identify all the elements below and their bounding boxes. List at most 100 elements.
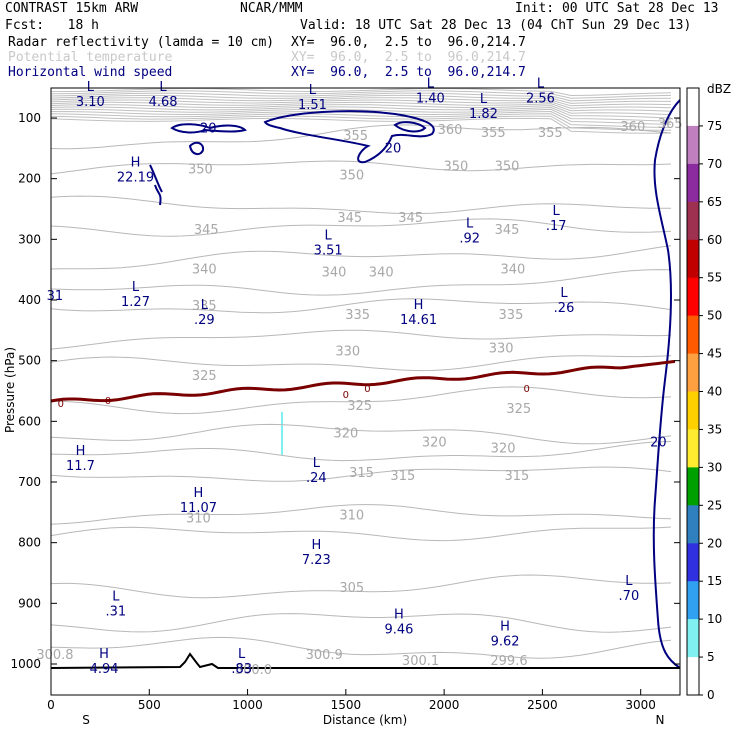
theta-contour-upper: [50, 115, 671, 131]
wind-contour-label: 20: [385, 141, 402, 156]
wind-contour-edge-2: [154, 184, 162, 206]
wind-contour-north: [652, 99, 681, 669]
theta-contour-upper: [50, 117, 672, 134]
theta-label: 330: [489, 342, 514, 357]
theta-contour: [50, 245, 672, 270]
theta-contour-upper: [50, 108, 672, 122]
wind-contour-jet-east-inner: [393, 121, 427, 133]
theta-label: 350: [188, 163, 213, 178]
wind-extremum-value: 11.07: [180, 501, 217, 516]
init-time: Init: 00 UTC Sat 28 Dec 13: [515, 1, 719, 16]
theta-label: 335: [345, 308, 370, 323]
theta-contour-upper: [50, 110, 672, 125]
freezing-level-line: [50, 359, 676, 403]
theta-contour: [50, 195, 671, 215]
model-title: CONTRAST 15km ARW: [5, 1, 139, 16]
wind-contour-jet-west: [170, 123, 247, 134]
wind-extremum-value: .24: [306, 471, 327, 486]
y-tick-label: 300: [18, 232, 41, 246]
wind-extremum-value: 1.27: [121, 295, 150, 310]
colorbar-label: 70: [707, 157, 722, 171]
wind-extremum-marker: L: [625, 574, 633, 589]
theta-label: 350: [495, 160, 520, 175]
colorbar-label: 30: [707, 460, 722, 474]
wind-extremum-marker: L: [201, 298, 209, 313]
potential-temperature-contours: [50, 87, 672, 659]
valid-time: Valid: 18 UTC Sat 28 Dec 13 (04 ChT Sun …: [300, 18, 692, 33]
wind-extremum-value: 1.82: [469, 107, 498, 122]
wind-extremum-marker: H: [194, 486, 204, 501]
x-axis-title: Distance (km): [323, 713, 407, 727]
wind-extremum-value: .92: [459, 231, 480, 246]
wind-contour-jet-east: [263, 110, 435, 164]
theta-label: 320: [491, 442, 516, 457]
wind-extremum-marker: L: [480, 92, 488, 107]
theta-label: 299.6: [490, 654, 527, 669]
field-1-xy: XY= 96.0, 2.5 to 96.0,214.7: [291, 35, 526, 50]
theta-contour-upper: [50, 99, 672, 109]
terrain-path: [50, 652, 680, 669]
wind-extremum-value: 3.51: [314, 243, 343, 258]
wind-extremum-value: 3.10: [76, 95, 105, 110]
x-tick-label: 3000: [625, 698, 656, 712]
y-tick-label: 400: [18, 293, 41, 307]
theta-label: 345: [194, 223, 219, 238]
wind-extremum-marker: H: [99, 647, 109, 662]
y-tick-label: 800: [18, 536, 41, 550]
wind-extremum-marker: L: [537, 77, 545, 92]
y-tick-label: 600: [18, 414, 41, 428]
theta-contour: [50, 526, 672, 542]
theta-contour: [50, 574, 672, 599]
wind-contour-label: 20: [200, 121, 217, 136]
theta-contour-upper: [50, 97, 672, 107]
freezing-level-label: 0: [523, 384, 529, 395]
colorbar-label: 60: [707, 233, 722, 247]
wind-extremum-value: 1.51: [298, 98, 327, 113]
theta-label: 325: [347, 399, 372, 414]
colorbar-segment: [687, 125, 699, 165]
colorbar-label: 20: [707, 536, 722, 550]
wind-speed-contours: [149, 99, 681, 669]
colorbar-segment: [687, 277, 699, 317]
theta-label: 340: [369, 266, 394, 281]
colorbar-segment: [687, 353, 699, 392]
theta-contour: [50, 124, 672, 150]
wind-extremum-marker: L: [159, 80, 167, 95]
theta-contour: [50, 613, 672, 633]
theta-label: 315: [349, 466, 374, 481]
theta-label: 300.0: [235, 663, 272, 678]
theta-label: 365: [658, 117, 683, 132]
wind-extremum-marker: H: [500, 620, 510, 635]
theta-contour: [50, 386, 672, 415]
theta-label: 320: [333, 426, 358, 441]
theta-contour-upper: [50, 101, 672, 112]
colorbar-segment: [687, 619, 699, 658]
colorbar: [686, 87, 703, 696]
x-tick-label: 1500: [331, 698, 362, 712]
field-3-name: Horizontal wind speed: [8, 65, 173, 80]
colorbar-segment: [687, 163, 699, 203]
wind-extremum-marker: L: [238, 647, 246, 662]
theta-contour: [50, 504, 672, 525]
wind-extremum-value: 22.19: [117, 171, 154, 186]
wind-extremum-value: 9.46: [384, 623, 413, 638]
field-2-name: Potential temperature: [8, 50, 173, 65]
x-tick-label: 2500: [527, 698, 558, 712]
theta-contour: [50, 423, 672, 445]
theta-label: 360: [620, 120, 645, 135]
wind-extremum-marker: L: [466, 216, 474, 231]
theta-contour-upper: [50, 92, 672, 102]
wind-extremum-marker: L: [560, 286, 568, 301]
theta-label: 300.8: [36, 648, 73, 663]
theta-contour-upper: [50, 113, 672, 128]
theta-label: 355: [343, 129, 368, 144]
wind-extremum-value: 4.68: [149, 95, 178, 110]
theta-contour: [50, 466, 672, 482]
theta-label: 345: [337, 211, 362, 226]
field-3-xy: XY= 96.0, 2.5 to 96.0,214.7: [291, 65, 526, 80]
theta-contour-upper: [50, 87, 672, 97]
wind-extremum-value: 7.23: [302, 553, 331, 568]
wind-extremum-marker: L: [313, 456, 321, 471]
theta-label: 300.1: [402, 654, 439, 669]
wind-contour-label: 20: [650, 436, 667, 451]
